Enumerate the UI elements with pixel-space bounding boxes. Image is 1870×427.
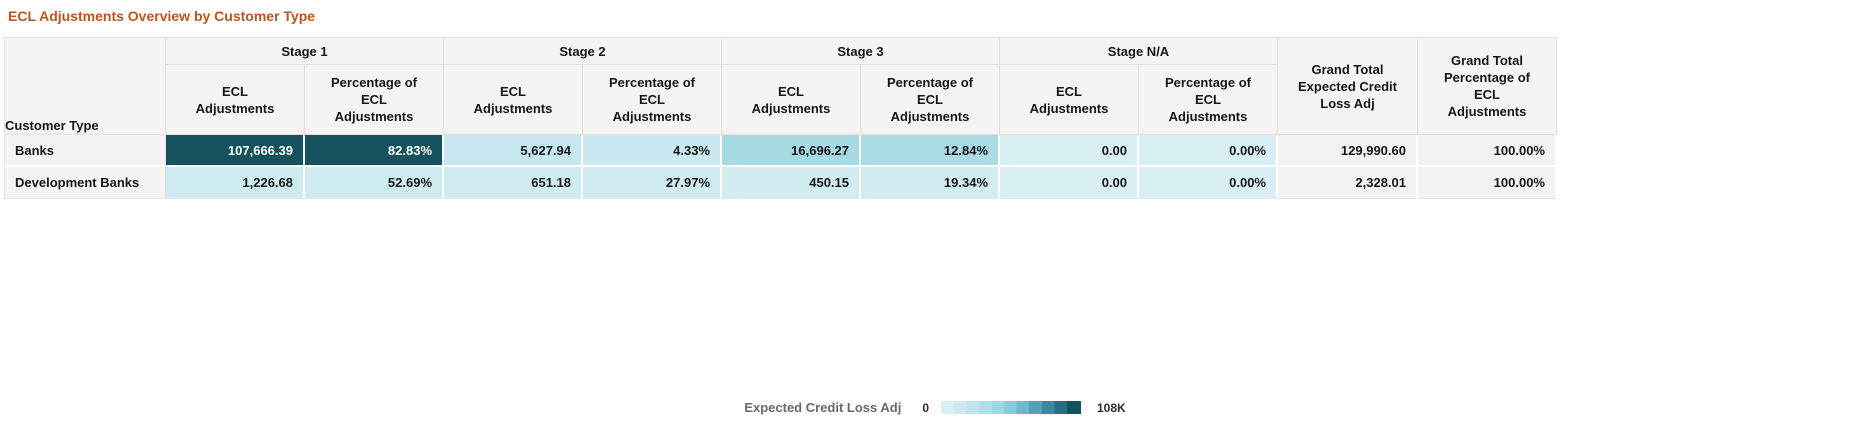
subheader-stagena-ecl: ECL Adjustments [1000,65,1139,135]
grand-total-cell[interactable]: 129,990.60 [1278,135,1418,167]
data-cell[interactable]: 82.83% [305,135,444,167]
subheader-label: ECL Adjustments [473,83,553,116]
subheader-label: ECL Adjustments [1029,83,1109,116]
subheader-stagena-pct: Percentage of ECL Adjustments [1139,65,1278,135]
table-row-development-banks: Development Banks 1,226.68 52.69% 651.18… [5,167,1557,199]
row-label-banks[interactable]: Banks [5,135,166,167]
header-grand-total-ecl-label: Grand Total Expected Credit Loss Adj [1298,61,1397,111]
grand-total-cell[interactable]: 2,328.01 [1278,167,1418,199]
data-cell[interactable]: 16,696.27 [722,135,861,167]
group-header-stage-2: Stage 2 [444,38,722,65]
data-cell[interactable]: 0.00 [1000,135,1139,167]
group-header-stage-na: Stage N/A [1000,38,1278,65]
grand-total-cell[interactable]: 100.00% [1418,167,1557,199]
legend-max-value: 108K [1097,400,1126,415]
data-cell[interactable]: 52.69% [305,167,444,199]
header-grand-total-pct-label: Grand Total Percentage of ECL Adjustment… [1444,53,1530,119]
data-cell[interactable]: 1,226.68 [166,167,305,199]
subheader-label: Percentage of ECL Adjustments [331,75,417,124]
data-cell[interactable]: 19.34% [861,167,1000,199]
subheader-stage3-pct: Percentage of ECL Adjustments [861,65,1000,135]
group-header-stage-1: Stage 1 [166,38,444,65]
subheader-label: ECL Adjustments [751,83,831,116]
subheader-label: ECL Adjustments [195,83,275,116]
row-label-development-banks[interactable]: Development Banks [5,167,166,199]
corner-header-customer-type: Customer Type [5,38,166,135]
subheader-stage1-pct: Percentage of ECL Adjustments [305,65,444,135]
grand-total-cell[interactable]: 100.00% [1418,135,1557,167]
subheader-label: Percentage of ECL Adjustments [887,75,973,124]
data-cell[interactable]: 5,627.94 [444,135,583,167]
data-cell[interactable]: 107,666.39 [166,135,305,167]
data-cell[interactable]: 4.33% [583,135,722,167]
data-cell[interactable]: 651.18 [444,167,583,199]
data-cell[interactable]: 27.97% [583,167,722,199]
data-cell[interactable]: 0.00 [1000,167,1139,199]
table-row-banks: Banks 107,666.39 82.83% 5,627.94 4.33% 1… [5,135,1557,167]
legend-gradient-bar [941,401,1081,414]
legend-min-value: 0 [922,400,929,415]
data-cell[interactable]: 0.00% [1139,135,1278,167]
data-cell[interactable]: 12.84% [861,135,1000,167]
subheader-stage1-ecl: ECL Adjustments [166,65,305,135]
group-header-stage-3: Stage 3 [722,38,1000,65]
data-cell[interactable]: 450.15 [722,167,861,199]
subheader-label: Percentage of ECL Adjustments [1165,75,1251,124]
page-title: ECL Adjustments Overview by Customer Typ… [8,8,316,24]
header-grand-total-pct: Grand Total Percentage of ECL Adjustment… [1418,38,1557,135]
legend-label: Expected Credit Loss Adj [744,400,902,415]
color-scale-legend: Expected Credit Loss Adj 0 108K [0,400,1870,415]
subheader-stage2-pct: Percentage of ECL Adjustments [583,65,722,135]
subheader-label: Percentage of ECL Adjustments [609,75,695,124]
data-cell[interactable]: 0.00% [1139,167,1278,199]
header-grand-total-ecl: Grand Total Expected Credit Loss Adj [1278,38,1418,135]
subheader-stage3-ecl: ECL Adjustments [722,65,861,135]
ecl-pivot-table: Customer Type Stage 1 Stage 2 Stage 3 St… [4,37,1557,199]
subheader-stage2-ecl: ECL Adjustments [444,65,583,135]
